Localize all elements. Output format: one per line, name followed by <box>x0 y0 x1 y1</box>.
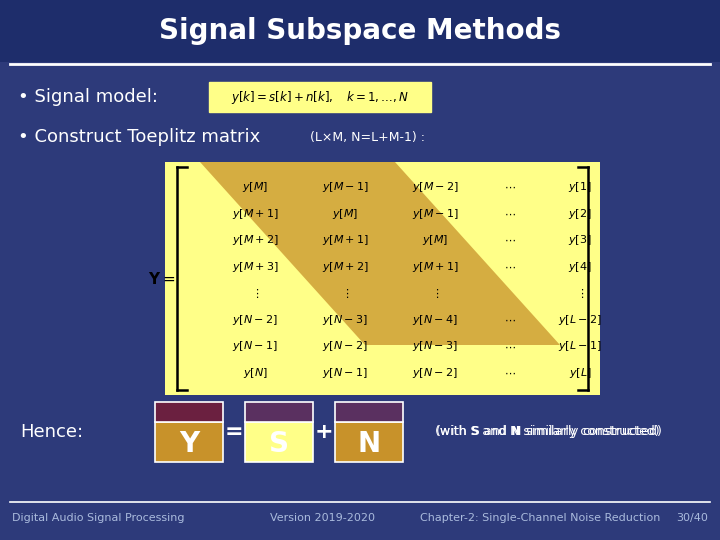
Text: $\cdots$: $\cdots$ <box>504 262 516 272</box>
Text: 30/40: 30/40 <box>676 513 708 523</box>
Text: $\cdots$: $\cdots$ <box>504 208 516 219</box>
Text: $\cdots$: $\cdots$ <box>504 341 516 352</box>
Text: $y[L]$: $y[L]$ <box>569 366 591 380</box>
Text: Chapter-2: Single-Channel Noise Reduction: Chapter-2: Single-Channel Noise Reductio… <box>420 513 660 523</box>
Text: Version 2019-2020: Version 2019-2020 <box>270 513 375 523</box>
Text: $y[M+1]$: $y[M+1]$ <box>322 233 369 247</box>
Text: $y[M-1]$: $y[M-1]$ <box>412 207 459 220</box>
Text: Hence:: Hence: <box>20 423 83 441</box>
Text: $\mathbf{Y} =$: $\mathbf{Y} =$ <box>148 271 175 287</box>
Text: $\cdots$: $\cdots$ <box>504 182 516 192</box>
Text: $y[N-4]$: $y[N-4]$ <box>412 313 458 327</box>
Text: $y[k]=s[k]+n[k],\quad k=1,\ldots,N$: $y[k]=s[k]+n[k],\quad k=1,\ldots,N$ <box>231 89 409 105</box>
Text: $y[M]$: $y[M]$ <box>422 233 448 247</box>
Text: $y[M]$: $y[M]$ <box>332 207 358 220</box>
Text: $y[M+3]$: $y[M+3]$ <box>232 260 279 274</box>
Text: $y[1]$: $y[1]$ <box>568 180 592 194</box>
Text: $y[N-1]$: $y[N-1]$ <box>232 340 278 353</box>
Bar <box>245 402 313 422</box>
Text: $y[M+2]$: $y[M+2]$ <box>232 233 279 247</box>
Bar <box>245 422 313 462</box>
Text: $y[M+1]$: $y[M+1]$ <box>232 207 279 220</box>
Text: $y[N]$: $y[N]$ <box>243 366 268 380</box>
Polygon shape <box>200 162 560 345</box>
Text: $\cdots$: $\cdots$ <box>504 368 516 378</box>
Text: $y[N-1]$: $y[N-1]$ <box>322 366 368 380</box>
Text: • Signal model:: • Signal model: <box>18 88 158 106</box>
Text: $y[N-3]$: $y[N-3]$ <box>322 313 368 327</box>
Text: • Construct Toeplitz matrix: • Construct Toeplitz matrix <box>18 128 260 146</box>
Bar <box>155 422 223 462</box>
Text: $\vdots$: $\vdots$ <box>576 287 584 300</box>
Text: $y[N-3]$: $y[N-3]$ <box>412 340 458 353</box>
Text: $y[N-2]$: $y[N-2]$ <box>412 366 458 380</box>
Bar <box>335 422 403 462</box>
Text: $\vdots$: $\vdots$ <box>341 287 349 300</box>
Text: $y[N-2]$: $y[N-2]$ <box>232 313 278 327</box>
Text: $y[L-1]$: $y[L-1]$ <box>558 340 602 353</box>
Text: Digital Audio Signal Processing: Digital Audio Signal Processing <box>12 513 184 523</box>
Text: $y[M-2]$: $y[M-2]$ <box>412 180 459 194</box>
Text: $y[4]$: $y[4]$ <box>568 260 592 274</box>
Text: (L×M, N=L+M-1) :: (L×M, N=L+M-1) : <box>310 131 425 144</box>
Text: S: S <box>269 430 289 458</box>
Bar <box>0 0 720 62</box>
Bar <box>335 402 403 422</box>
Text: $y[M]$: $y[M]$ <box>242 180 268 194</box>
Text: $\cdots$: $\cdots$ <box>504 315 516 325</box>
Text: $\cdots$: $\cdots$ <box>504 235 516 245</box>
Text: Signal Subspace Methods: Signal Subspace Methods <box>159 17 561 45</box>
Text: $y[M+1]$: $y[M+1]$ <box>412 260 459 274</box>
Text: Y: Y <box>179 430 199 458</box>
Text: $y[3]$: $y[3]$ <box>568 233 592 247</box>
Text: $\vdots$: $\vdots$ <box>251 287 259 300</box>
Text: N: N <box>357 430 381 458</box>
Text: $\vdots$: $\vdots$ <box>431 287 439 300</box>
Text: $y[N-2]$: $y[N-2]$ <box>322 340 368 353</box>
Text: $y[L-2]$: $y[L-2]$ <box>558 313 602 327</box>
Text: $y[2]$: $y[2]$ <box>568 207 592 220</box>
Text: (with $\mathbf{S}$ and $\mathbf{N}$ similarly constructed): (with $\mathbf{S}$ and $\mathbf{N}$ simi… <box>435 423 662 441</box>
Bar <box>155 402 223 422</box>
Text: $y[M-1]$: $y[M-1]$ <box>322 180 369 194</box>
FancyBboxPatch shape <box>209 82 431 112</box>
Text: =: = <box>225 422 243 442</box>
Text: (with S and N similarly constructed): (with S and N similarly constructed) <box>435 426 660 438</box>
Text: +: + <box>315 422 333 442</box>
Bar <box>165 162 600 395</box>
Text: $y[M+2]$: $y[M+2]$ <box>322 260 369 274</box>
